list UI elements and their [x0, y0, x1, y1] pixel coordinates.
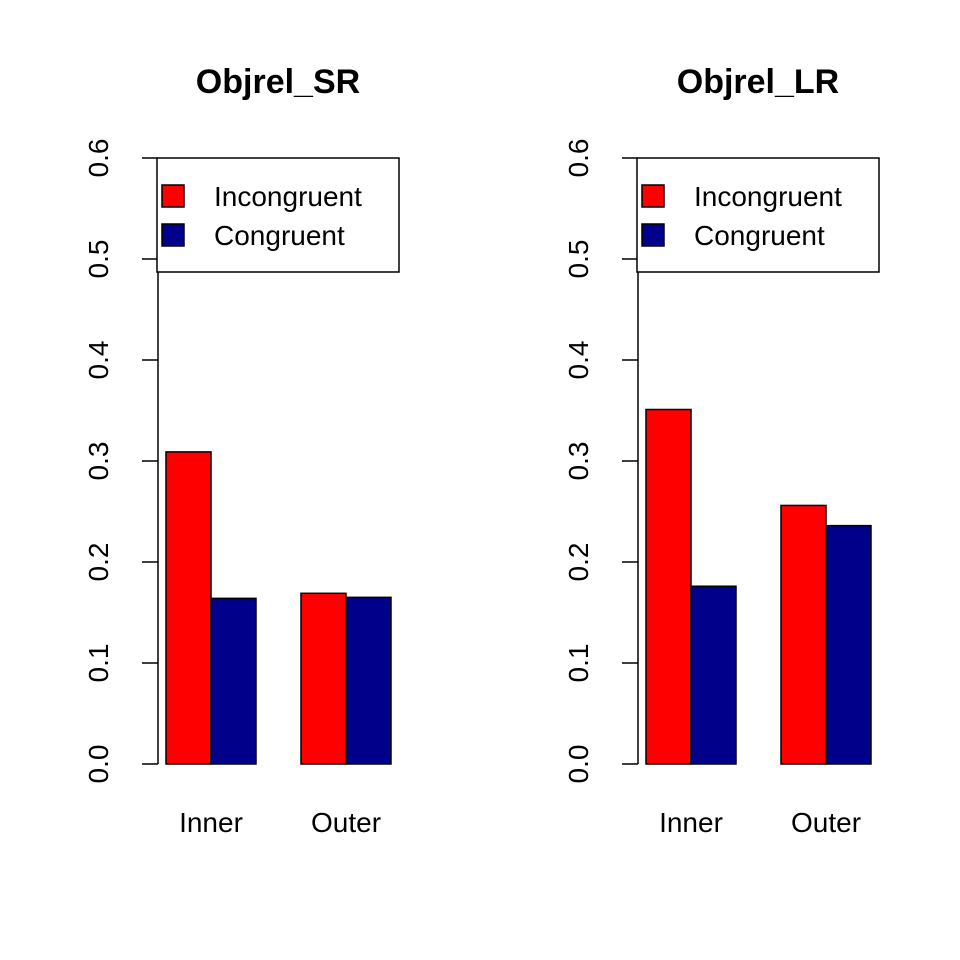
legend-swatch-incongruent	[161, 184, 185, 208]
y-tick-label: 0.6	[563, 139, 594, 178]
y-tick-label: 0.3	[563, 442, 594, 481]
bar-incongruent-outer	[300, 592, 347, 765]
y-tick-label: 0.4	[563, 341, 594, 380]
y-tick-label: 0.5	[83, 240, 114, 279]
bar-incongruent-outer	[780, 504, 827, 765]
legend-swatch-congruent	[161, 223, 185, 247]
bar-incongruent-inner	[165, 451, 212, 765]
legend-label-congruent: Congruent	[694, 220, 825, 251]
y-tick-label: 0.1	[83, 644, 114, 683]
y-tick-label: 0.0	[83, 745, 114, 784]
x-category-label: Inner	[659, 807, 723, 838]
legend-label-congruent: Congruent	[214, 220, 345, 251]
y-tick-label: 0.5	[563, 240, 594, 279]
legend-swatch-incongruent	[641, 184, 665, 208]
bar-congruent-inner	[690, 585, 737, 765]
bar-incongruent-inner	[645, 408, 692, 765]
y-tick-label: 0.4	[83, 341, 114, 380]
legend-box	[156, 157, 400, 273]
chart-panel-right: Objrel_LR 0.0 0.1 0.2 0.3 0.4 0.5 0.6 Inner Oute…	[563, 63, 880, 838]
y-tick-label: 0.6	[83, 139, 114, 178]
x-category-label: Inner	[179, 807, 243, 838]
chart-title: Objrel_SR	[196, 63, 360, 101]
y-tick-label: 0.0	[563, 745, 594, 784]
y-tick-label: 0.3	[83, 442, 114, 481]
x-category-label: Outer	[791, 807, 861, 838]
bar-congruent-outer	[345, 596, 392, 765]
chart-title: Objrel_LR	[677, 63, 839, 101]
legend-label-incongruent: Incongruent	[214, 181, 362, 212]
legend-swatch-congruent	[641, 223, 665, 247]
y-tick-label: 0.2	[83, 543, 114, 582]
bar-congruent-outer	[825, 524, 872, 765]
legend-box	[636, 157, 880, 273]
x-category-label: Outer	[311, 807, 381, 838]
y-tick-label: 0.1	[563, 644, 594, 683]
bar-congruent-inner	[210, 597, 257, 765]
legend-label-incongruent: Incongruent	[694, 181, 842, 212]
chart-panel-left: Objrel_SR 0.0 0.1 0.2 0.3 0.4 0.5 0.6 Inner Oute…	[83, 63, 400, 838]
y-tick-label: 0.2	[563, 543, 594, 582]
